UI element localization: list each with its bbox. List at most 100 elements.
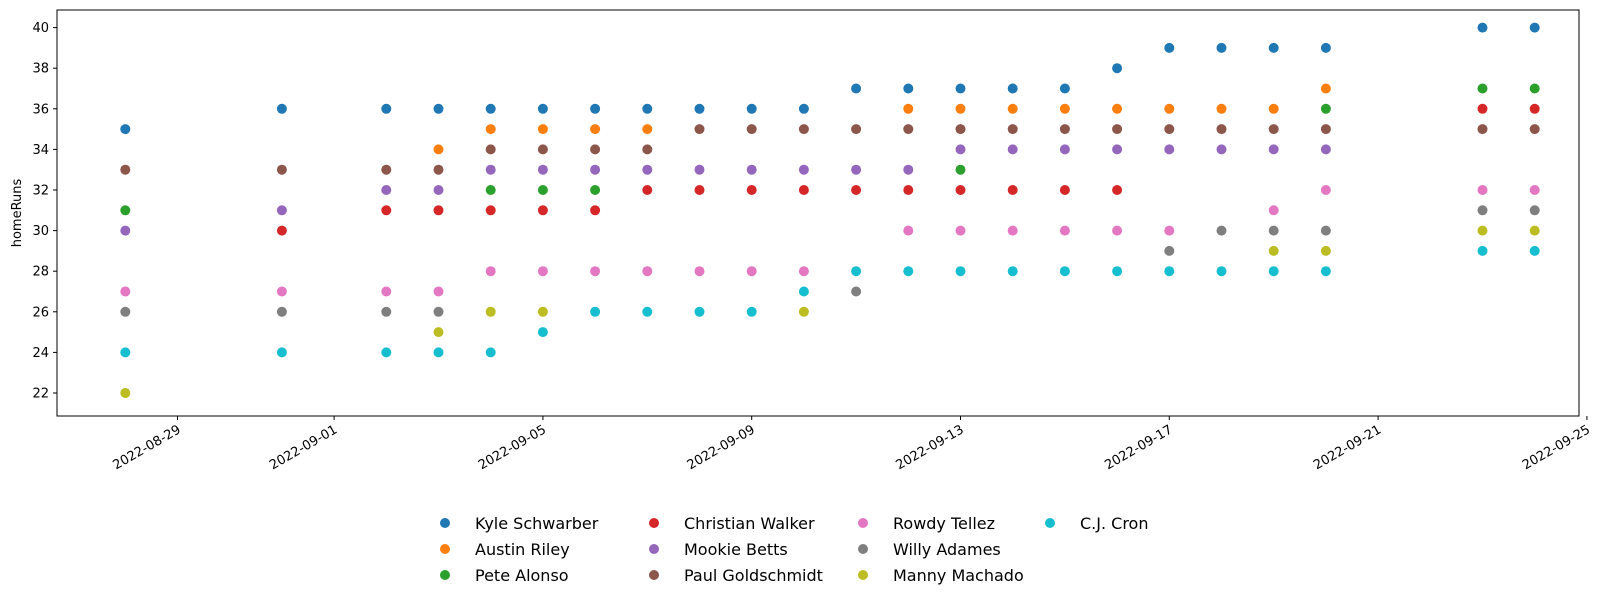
data-point — [1059, 225, 1070, 236]
data-point — [1164, 144, 1175, 155]
legend-item: Pete Alonso — [440, 566, 569, 585]
data-point — [851, 164, 862, 175]
legend-item: Mookie Betts — [649, 540, 788, 559]
data-point — [120, 347, 131, 358]
data-point — [1529, 22, 1540, 33]
data-point — [120, 306, 131, 317]
data-point — [381, 205, 392, 216]
data-point — [798, 286, 809, 297]
data-point — [590, 306, 601, 317]
data-point — [694, 185, 705, 195]
legend-item: Kyle Schwarber — [440, 514, 599, 533]
data-point — [642, 144, 653, 155]
data-point — [381, 164, 392, 175]
data-point — [381, 306, 392, 317]
data-point — [1477, 124, 1488, 135]
data-point — [955, 83, 966, 94]
data-point — [1268, 144, 1279, 155]
data-point — [1268, 225, 1279, 236]
data-point — [1477, 83, 1488, 94]
x-tick-label: 2022-09-01 — [267, 422, 340, 473]
legend-marker — [858, 544, 868, 554]
data-point — [1529, 124, 1540, 135]
data-point — [851, 266, 862, 277]
data-point — [746, 306, 757, 317]
data-point — [433, 286, 444, 297]
data-point — [433, 164, 444, 175]
x-tick-label: 2022-09-17 — [1102, 422, 1175, 473]
data-point — [955, 225, 966, 236]
legend-label: Willy Adames — [893, 540, 1001, 559]
legend-label: Christian Walker — [684, 514, 815, 533]
legend-item: Manny Machado — [858, 566, 1024, 585]
data-point — [276, 306, 287, 317]
data-point — [1164, 124, 1175, 135]
data-point — [537, 327, 548, 338]
legend: Kyle Schwarber Austin Riley Pete Alonso Chr… — [440, 514, 1148, 585]
data-point — [381, 185, 392, 195]
data-point — [1112, 225, 1123, 236]
data-point — [120, 225, 131, 236]
data-point — [1529, 225, 1540, 236]
data-point — [1477, 225, 1488, 236]
data-point — [485, 205, 496, 216]
legend-item: Rowdy Tellez — [858, 514, 995, 533]
series-pete-alonso — [120, 83, 1540, 216]
data-point — [1477, 22, 1488, 33]
data-point — [1164, 42, 1175, 53]
data-point — [590, 205, 601, 216]
data-point — [1477, 185, 1488, 195]
data-point — [903, 225, 914, 236]
data-point — [955, 103, 966, 114]
data-point — [485, 164, 496, 175]
data-point — [120, 124, 131, 135]
data-point — [798, 124, 809, 135]
data-point — [1268, 103, 1279, 114]
y-tick-label: 22 — [32, 387, 49, 402]
data-point — [433, 327, 444, 338]
data-point — [590, 124, 601, 135]
data-point — [381, 347, 392, 358]
data-point — [1059, 124, 1070, 135]
data-point — [120, 205, 131, 216]
data-point — [1529, 185, 1540, 195]
data-point — [746, 185, 757, 195]
data-point — [851, 83, 862, 94]
data-point — [485, 306, 496, 317]
data-point — [955, 164, 966, 175]
series-austin-riley — [433, 83, 1331, 155]
x-tick-label: 2022-08-29 — [111, 422, 184, 473]
data-point — [537, 164, 548, 175]
data-point — [1529, 103, 1540, 114]
x-tick-label: 2022-09-13 — [894, 422, 967, 473]
data-point — [955, 124, 966, 135]
data-point — [537, 205, 548, 216]
data-point — [485, 124, 496, 135]
data-point — [798, 306, 809, 317]
data-point — [1216, 225, 1227, 236]
data-point — [1007, 185, 1018, 195]
y-tick-label: 34 — [32, 143, 49, 158]
data-point — [1320, 266, 1331, 277]
series-manny-machado — [120, 225, 1540, 398]
legend-marker — [649, 544, 659, 554]
data-point — [485, 266, 496, 277]
data-point — [1059, 103, 1070, 114]
legend-marker — [440, 544, 450, 554]
data-point — [590, 164, 601, 175]
data-point — [1268, 266, 1279, 277]
data-point — [1320, 144, 1331, 155]
plot-area-frame — [56, 9, 1580, 417]
data-point — [590, 144, 601, 155]
y-tick-label: 38 — [32, 62, 49, 77]
data-point — [120, 388, 131, 398]
data-point — [276, 286, 287, 297]
data-point — [433, 185, 444, 195]
legend-marker — [440, 518, 450, 528]
data-point — [694, 103, 705, 114]
legend-label: Austin Riley — [475, 540, 570, 559]
data-point — [798, 164, 809, 175]
y-tick-label: 28 — [32, 265, 49, 280]
data-point — [903, 83, 914, 94]
data-point — [590, 185, 601, 195]
